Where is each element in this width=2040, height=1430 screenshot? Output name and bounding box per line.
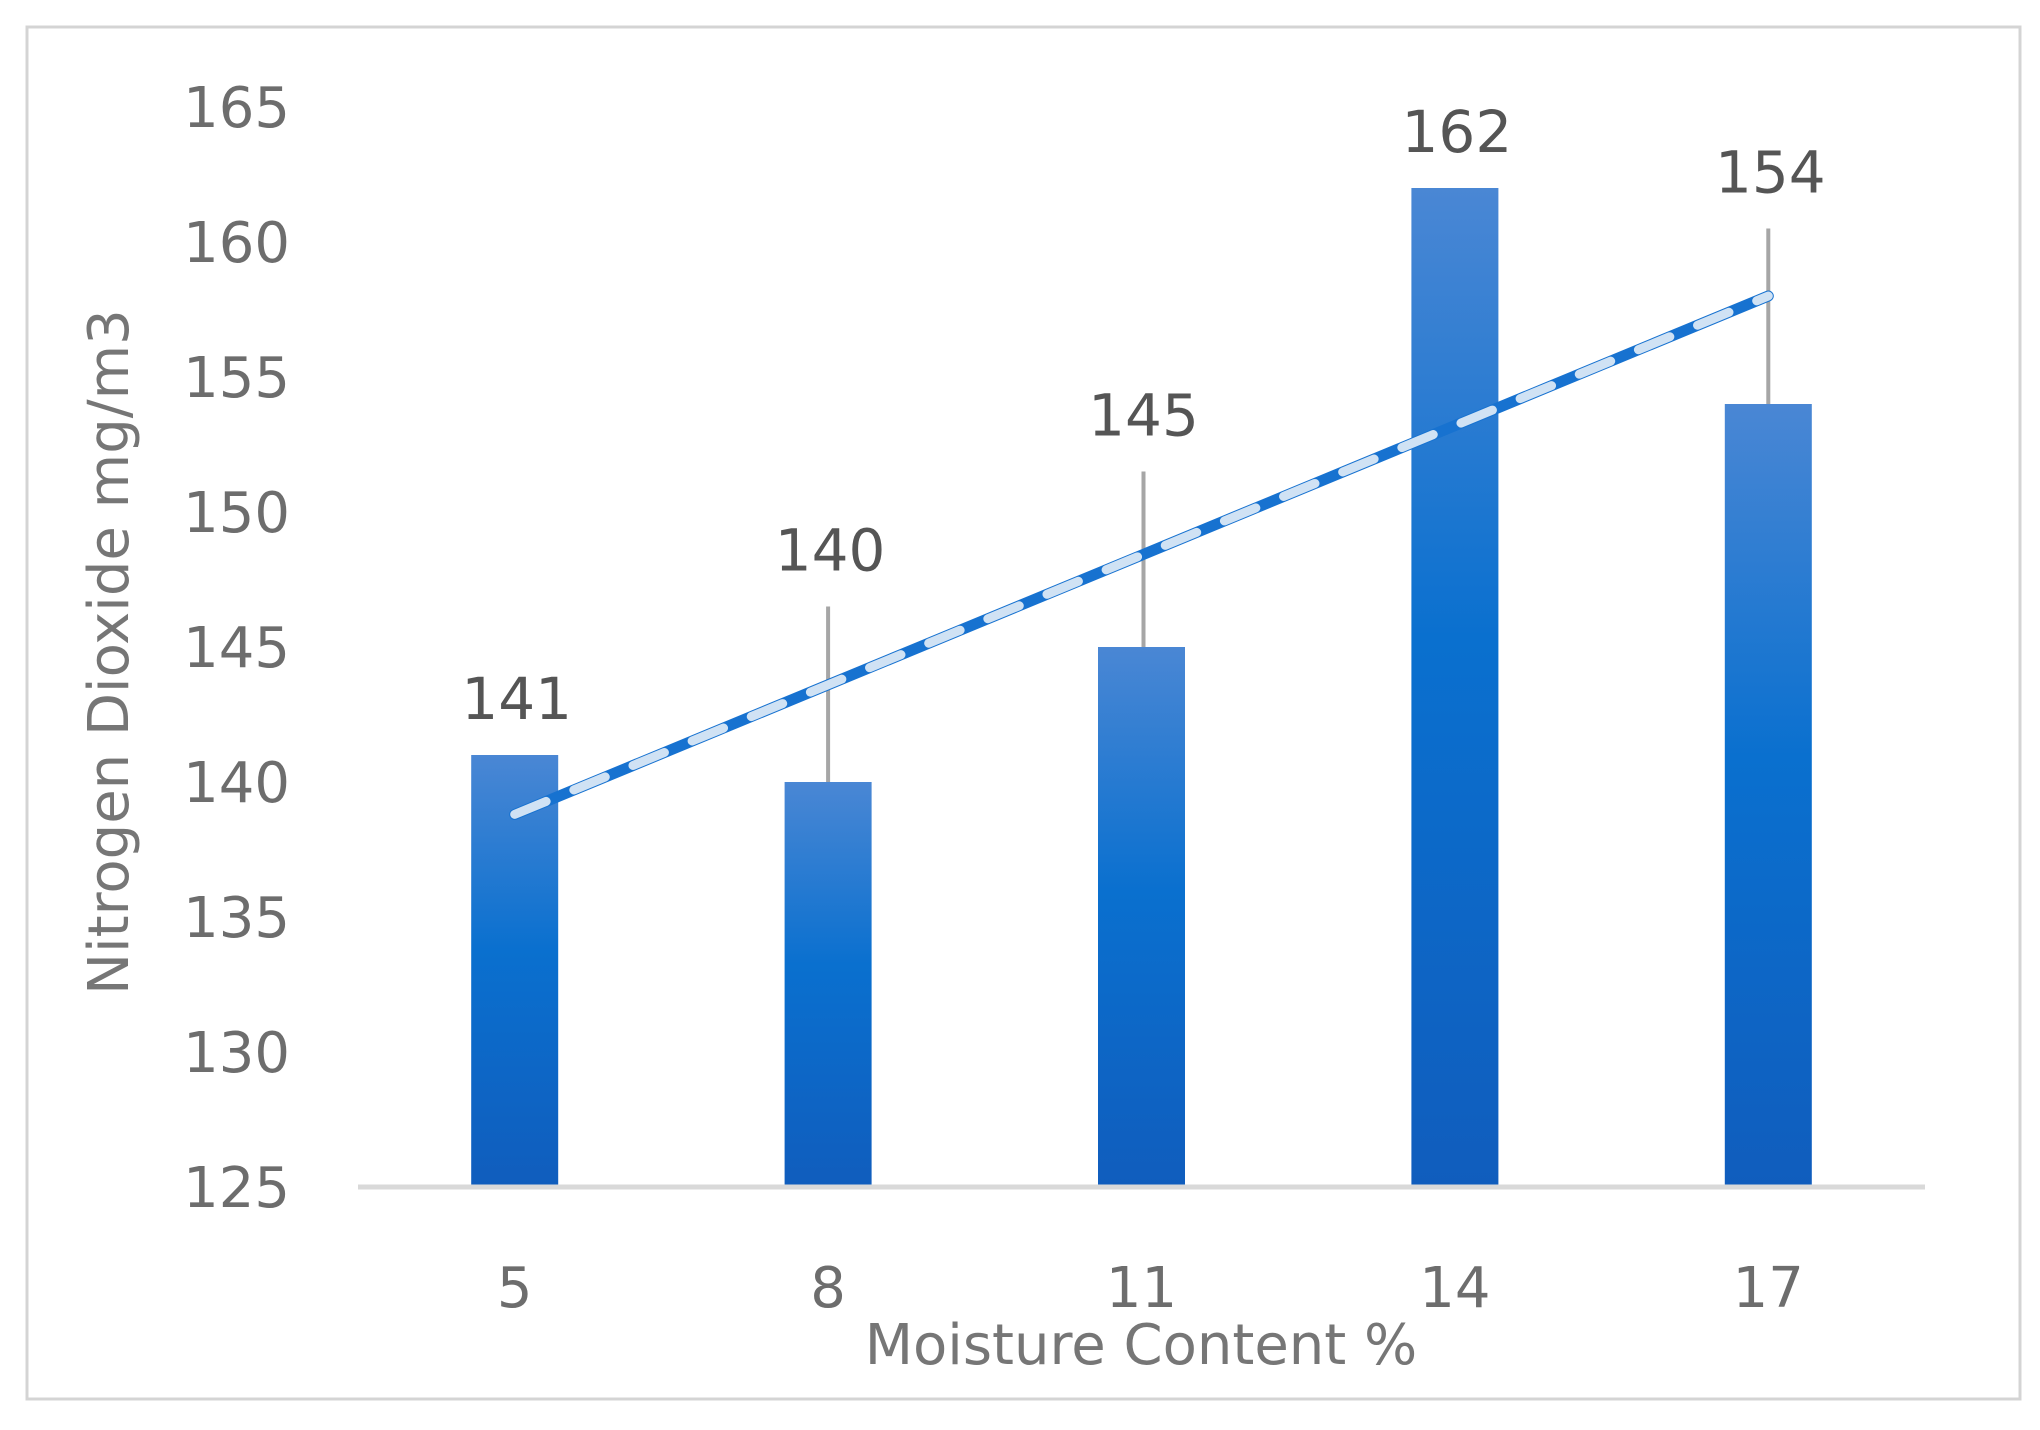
- y-tick-label: 150: [183, 481, 290, 546]
- x-tick-label: 5: [497, 1256, 533, 1321]
- bar: [471, 755, 559, 1187]
- bar: [1098, 647, 1185, 1187]
- trendline: [509, 290, 1774, 820]
- data-label: 162: [1402, 98, 1513, 166]
- x-axis-ticks: 5 8 11 14 17: [497, 1256, 1804, 1321]
- data-label: 140: [775, 517, 886, 585]
- y-axis-ticks: 125 130 135 140 145 150 155 160 165: [183, 76, 290, 1221]
- data-labels: 141 140 145 162 154: [461, 98, 1825, 733]
- y-tick-label: 155: [183, 346, 290, 411]
- x-axis-title: Moisture Content %: [865, 1313, 1418, 1378]
- y-tick-label: 130: [183, 1021, 290, 1086]
- bar: [784, 782, 872, 1187]
- data-label: 154: [1715, 139, 1826, 207]
- y-tick-label: 165: [183, 76, 290, 141]
- y-tick-label: 125: [183, 1156, 290, 1221]
- bars: [471, 188, 1812, 1187]
- y-axis-title: Nitrogen Dioxide mg/m3: [77, 309, 142, 995]
- x-tick-label: 11: [1106, 1256, 1177, 1321]
- data-label: 141: [461, 665, 572, 733]
- y-tick-label: 140: [183, 751, 290, 816]
- y-tick-label: 135: [183, 886, 290, 951]
- x-tick-label: 8: [810, 1256, 846, 1321]
- x-tick-label: 14: [1419, 1256, 1490, 1321]
- chart-border: [25, 25, 2022, 1401]
- y-tick-label: 160: [183, 211, 290, 276]
- trendline-dash: [510, 291, 1773, 819]
- bar: [1724, 404, 1812, 1187]
- data-label: 145: [1088, 382, 1199, 450]
- y-tick-label: 145: [183, 616, 290, 681]
- bar: [1411, 188, 1499, 1187]
- x-tick-label: 17: [1733, 1256, 1804, 1321]
